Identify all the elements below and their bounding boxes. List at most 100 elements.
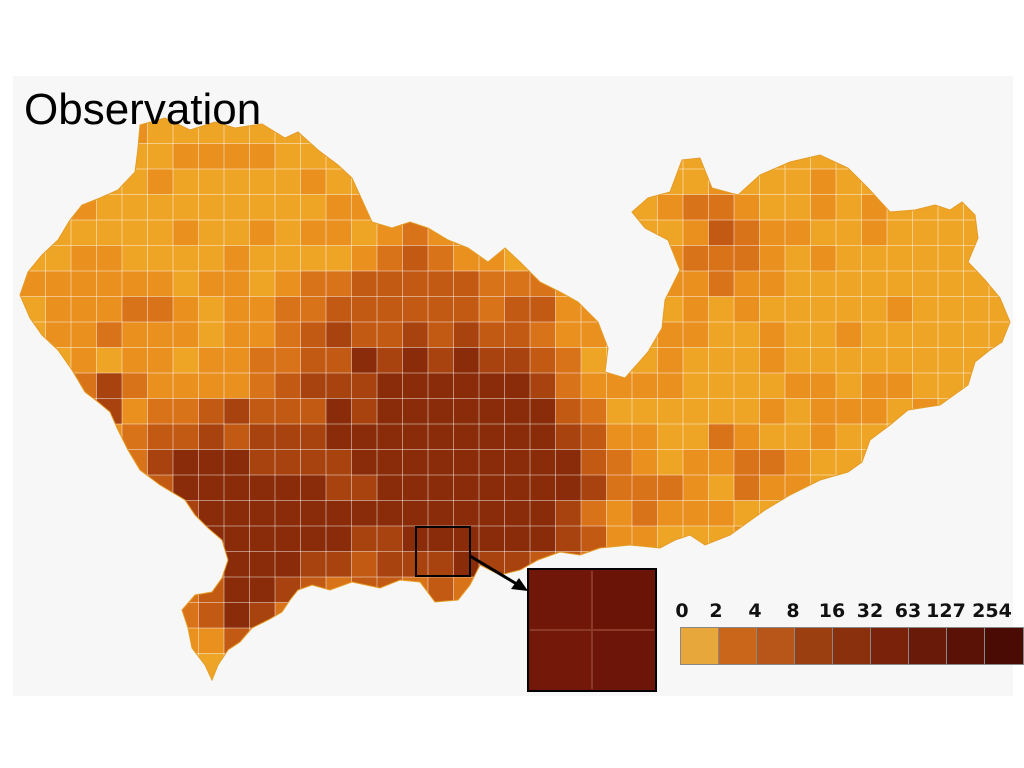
grid-cell [657, 220, 684, 246]
grid-cell [224, 373, 250, 399]
grid-cell [198, 373, 225, 399]
grid-cell [351, 220, 378, 246]
grid-cell [402, 475, 429, 501]
grid-cell [326, 271, 352, 297]
grid-cell [402, 500, 429, 527]
grid-cell [938, 449, 964, 476]
grid-cell [606, 322, 633, 348]
grid-cell [71, 449, 97, 476]
grid-cell [275, 449, 301, 476]
grid-cell [683, 373, 709, 399]
grid-cell [555, 118, 582, 144]
grid-cell [708, 373, 735, 399]
grid-cell [836, 169, 862, 195]
grid-cell [861, 169, 888, 195]
grid-cell [173, 449, 199, 476]
grid-cell [275, 220, 301, 246]
grid-cell [402, 271, 429, 297]
grid-cell [428, 373, 454, 399]
grid-cell [989, 500, 1010, 527]
grid-cell [45, 373, 72, 399]
grid-cell [249, 194, 276, 221]
grid-cell [20, 526, 46, 552]
grid-cell [734, 296, 760, 323]
grid-cell [300, 449, 327, 476]
grid-cell [377, 602, 403, 629]
grid-cell [606, 169, 633, 195]
grid-cell [836, 118, 862, 144]
grid-cell [938, 500, 964, 527]
grid-cell [453, 169, 480, 195]
grid-cell [912, 271, 939, 297]
grid-cell [963, 500, 990, 527]
grid-cell [198, 271, 225, 297]
grid-cell [173, 551, 199, 578]
grid-cell [249, 271, 276, 297]
grid-cell [810, 551, 837, 578]
grid-cell [504, 653, 531, 680]
grid-cell [912, 143, 939, 170]
grid-cell [938, 679, 964, 680]
grid-cell [96, 347, 123, 374]
grid-cell [861, 373, 888, 399]
grid-cell [810, 296, 837, 323]
grid-cell [632, 245, 658, 272]
grid-cell [45, 424, 72, 450]
grid-cell [45, 653, 72, 680]
grid-cell [861, 296, 888, 323]
grid-cell [887, 296, 913, 323]
grid-cell [963, 475, 990, 501]
grid-cell [351, 475, 378, 501]
grid-cell [428, 424, 454, 450]
grid-cell [504, 322, 531, 348]
grid-cell [122, 653, 148, 680]
grid-cell [453, 424, 480, 450]
grid-cell [377, 373, 403, 399]
grid-cell [555, 500, 582, 527]
grid-cell [479, 475, 505, 501]
grid-cell [606, 194, 633, 221]
grid-cell [530, 449, 556, 476]
grid-cell [989, 526, 1010, 552]
grid-cell [326, 449, 352, 476]
grid-cell [708, 245, 735, 272]
grid-cell [887, 322, 913, 348]
grid-cell [122, 602, 148, 629]
grid-cell [989, 169, 1010, 195]
grid-cell [861, 118, 888, 144]
grid-cell [96, 143, 123, 170]
grid-cell [249, 398, 276, 425]
grid-cell [963, 143, 990, 170]
grid-cell [249, 475, 276, 501]
grid-cell [147, 500, 174, 527]
grid-cell [20, 679, 46, 680]
grid-cell [96, 373, 123, 399]
grid-cell [632, 398, 658, 425]
grid-cell [683, 500, 709, 527]
grid-cell [836, 373, 862, 399]
grid-cell [759, 194, 786, 221]
grid-cell [938, 398, 964, 425]
grid-cell [428, 679, 454, 680]
grid-cell [71, 653, 97, 680]
grid-cell [963, 679, 990, 680]
grid-cell [300, 628, 327, 654]
grid-cell [275, 143, 301, 170]
grid-cell [20, 475, 46, 501]
grid-cell [96, 194, 123, 221]
grid-cell [173, 296, 199, 323]
grid-cell [759, 602, 786, 629]
grid-cell [708, 194, 735, 221]
grid-cell [810, 526, 837, 552]
grid-cell [173, 347, 199, 374]
grid-cell [708, 398, 735, 425]
grid-cell [836, 296, 862, 323]
legend-swatch [681, 628, 719, 664]
grid-cell [530, 526, 556, 552]
grid-cell [173, 628, 199, 654]
grid-cell [963, 551, 990, 578]
grid-cell [326, 398, 352, 425]
grid-cell [96, 449, 123, 476]
legend-swatch [719, 628, 757, 664]
grid-cell [785, 449, 811, 476]
